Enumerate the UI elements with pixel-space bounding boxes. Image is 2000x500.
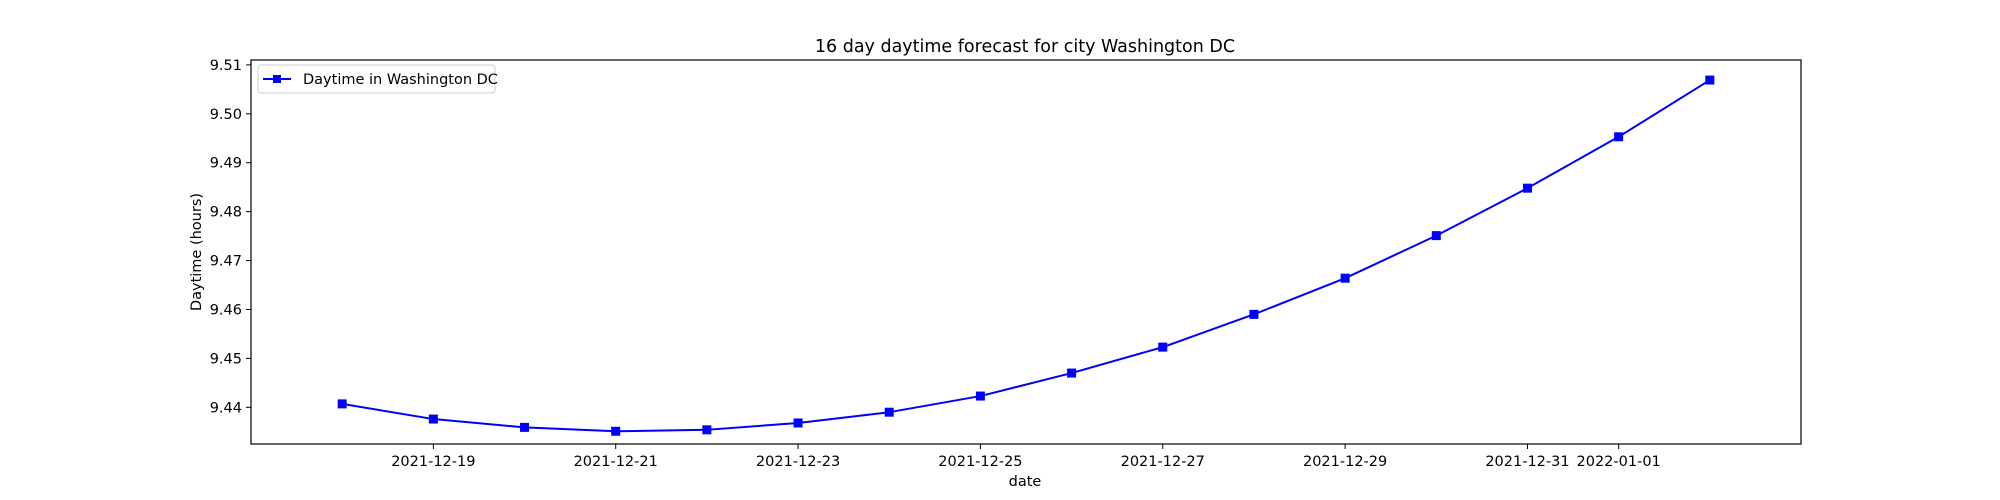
y-tick-label: 9.50 — [210, 107, 242, 123]
x-tick-label: 2021-12-23 — [756, 454, 840, 470]
data-point — [611, 426, 621, 436]
data-point — [884, 407, 894, 417]
chart-title: 16 day daytime forecast for city Washing… — [815, 37, 1235, 57]
x-axis-label: date — [1009, 474, 1042, 490]
data-point — [702, 425, 712, 435]
x-tick-label: 2021-12-19 — [391, 454, 475, 470]
data-point — [1340, 273, 1350, 283]
y-axis-label: Daytime (hours) — [189, 193, 205, 311]
data-point — [1614, 132, 1624, 142]
data-point — [428, 414, 438, 424]
x-tick-label: 2022-01-01 — [1577, 454, 1661, 470]
plot-frame — [250, 59, 1802, 445]
data-point — [1431, 231, 1441, 241]
y-tick-label: 9.47 — [210, 254, 242, 270]
y-tick-label: 9.48 — [210, 205, 242, 221]
data-point — [1158, 342, 1168, 352]
x-tick-label: 2021-12-25 — [938, 454, 1022, 470]
data-point — [793, 418, 803, 428]
y-tick-label: 9.45 — [210, 351, 242, 367]
data-point — [1705, 75, 1715, 85]
legend-marker-swatch — [273, 75, 281, 83]
data-point — [975, 391, 985, 401]
plot-background — [251, 60, 1801, 444]
x-tick-label: 2021-12-21 — [574, 454, 658, 470]
data-point — [1522, 183, 1532, 193]
data-point — [1249, 309, 1259, 319]
legend-box — [257, 64, 496, 94]
y-tick-label: 9.49 — [210, 156, 242, 172]
legend: Daytime in Washington DC — [257, 64, 498, 94]
plot-area: 2021-12-19 2021-12-21 2021-12-23 2021-12-25… — [210, 58, 1802, 470]
data-point — [1067, 368, 1077, 378]
data-point — [520, 422, 530, 432]
legend-entry-label: Daytime in Washington DC — [303, 72, 498, 88]
x-tick-label: 2021-12-27 — [1121, 454, 1205, 470]
series-line — [342, 79, 1711, 433]
x-tick-label: 2021-12-29 — [1303, 454, 1387, 470]
y-tick-label: 9.51 — [210, 58, 242, 74]
y-tick-label: 9.44 — [210, 400, 242, 416]
data-point — [337, 399, 347, 409]
x-tick-label: 2021-12-31 — [1485, 454, 1569, 470]
y-tick-label: 9.46 — [210, 302, 242, 318]
